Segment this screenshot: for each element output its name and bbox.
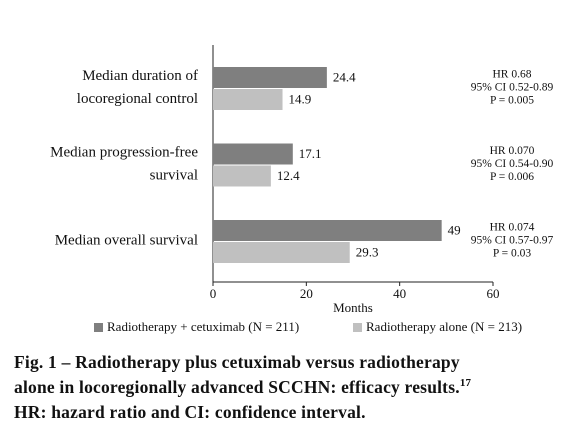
legend-label: Radiotherapy + cetuximab (N = 211) xyxy=(107,319,299,334)
bar xyxy=(213,165,271,187)
value-label: 29.3 xyxy=(356,244,379,259)
caption-line: Fig. 1 – Radiotherapy plus cetuximab ver… xyxy=(14,352,460,372)
x-axis-label: Months xyxy=(333,300,373,315)
category-label: Median progression-free xyxy=(50,144,198,160)
category-label: locoregional control xyxy=(77,91,198,107)
bar xyxy=(213,242,350,263)
value-label: 14.9 xyxy=(289,91,312,106)
legend-swatch xyxy=(353,323,362,332)
legend-label: Radiotherapy alone (N = 213) xyxy=(366,319,522,334)
annotation: P = 0.006 xyxy=(490,171,534,183)
bar xyxy=(213,67,327,88)
annotation: HR 0.68 xyxy=(493,69,532,81)
annotation: HR 0.070 xyxy=(490,145,535,157)
value-label: 49 xyxy=(448,222,461,237)
annotation: P = 0.03 xyxy=(493,248,532,260)
value-label: 24.4 xyxy=(333,69,356,84)
x-tick-label: 20 xyxy=(300,286,313,301)
bar xyxy=(213,220,442,241)
caption-line: alone in locoregionally advanced SCCHN: … xyxy=(14,377,460,397)
annotation: 95% CI 0.52-0.89 xyxy=(471,82,554,94)
x-tick-label: 60 xyxy=(487,286,500,301)
category-label: Median overall survival xyxy=(55,232,198,248)
category-label: Median duration of xyxy=(82,68,198,84)
caption: Fig. 1 – Radiotherapy plus cetuximab ver… xyxy=(14,350,569,425)
annotation: P = 0.005 xyxy=(490,95,534,107)
caption-line: HR: hazard ratio and CI: confidence inte… xyxy=(14,402,366,422)
annotation: 95% CI 0.54-0.90 xyxy=(471,158,554,170)
legend-swatch xyxy=(94,323,103,332)
value-label: 17.1 xyxy=(299,146,322,161)
chart: Months 0 20 40 60 Median duration of locoregi… xyxy=(50,45,554,334)
x-tick-label: 40 xyxy=(393,286,406,301)
bar xyxy=(213,143,293,165)
category-label: survival xyxy=(150,167,198,183)
value-label: 12.4 xyxy=(277,168,300,183)
x-tick-label: 0 xyxy=(210,286,217,301)
bar xyxy=(213,89,283,110)
annotation: HR 0.074 xyxy=(490,222,535,234)
caption-superscript: 17 xyxy=(459,377,472,390)
annotation: 95% CI 0.57-0.97 xyxy=(471,235,554,247)
